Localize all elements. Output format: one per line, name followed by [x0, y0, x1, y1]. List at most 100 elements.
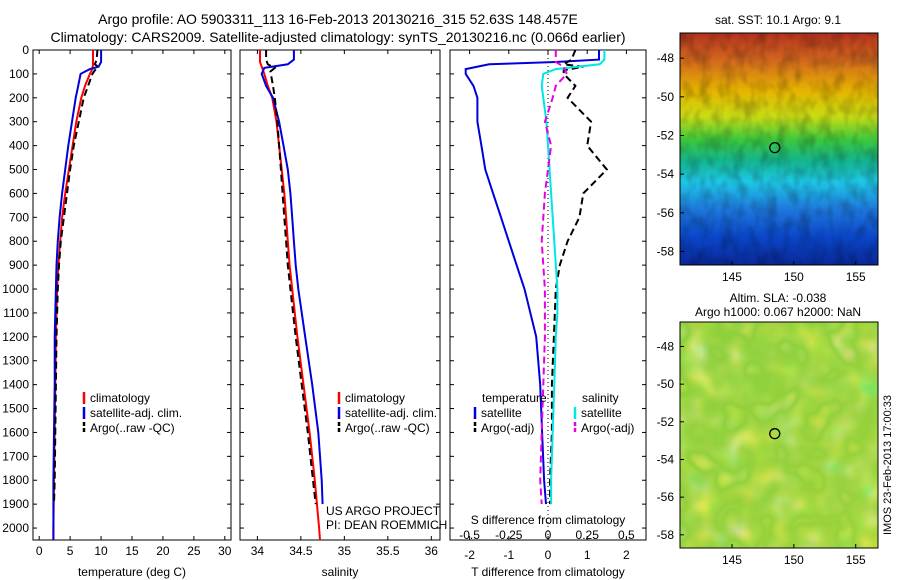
- sla-argo-marker: [769, 428, 781, 440]
- s-diff-tick-label: 0.25: [576, 528, 600, 542]
- map-lat-label: -50: [657, 90, 675, 104]
- sst-argo-marker: [769, 141, 781, 154]
- y-tick-label: 1100: [3, 306, 29, 320]
- x-tick-label: 35.5: [376, 544, 400, 558]
- t-diff-tick-label: 0: [545, 548, 552, 562]
- pi-annotation: PI: DEAN ROEMMICH: [326, 518, 447, 532]
- temp-legend-satellite: satellite-adj. clim.: [90, 406, 182, 420]
- y-tick-label: 1200: [2, 330, 29, 344]
- x-axis-label: salinity: [322, 565, 359, 579]
- sla-map-title: Altim. SLA: -0.038: [730, 291, 827, 305]
- s-diff-tick-label: -0.5: [459, 528, 480, 542]
- map-lat-label: -56: [657, 206, 675, 220]
- s-diff-tick-label: -0.25: [495, 528, 523, 542]
- legend-salinity-header: salinity: [582, 391, 619, 405]
- sst-map-title: sat. SST: 10.1 Argo: 9.1: [715, 13, 841, 27]
- x-axis-label: temperature (deg C): [78, 565, 186, 579]
- satellite-s-diff-line: [540, 50, 606, 505]
- satellite-t-diff-line: [464, 50, 600, 505]
- y-tick-label: 200: [9, 91, 29, 105]
- climatology-temperature-line: [52, 50, 94, 540]
- diff-legend-s-argo: Argo(-adj): [581, 421, 634, 435]
- argo-temperature-line: [53, 49, 100, 505]
- map-lon-label: 150: [784, 553, 804, 567]
- s-diff-axis-label: S difference from climatology: [471, 513, 626, 527]
- diff-legend-s-satellite: satellite: [581, 406, 622, 420]
- x-tick-label: 36: [425, 544, 439, 558]
- x-tick-label: 35: [338, 544, 352, 558]
- x-tick-label: 10: [94, 544, 108, 558]
- y-tick-label: 1400: [2, 378, 29, 392]
- argo-t-diff-line: [549, 49, 609, 505]
- map-lat-label: -54: [657, 167, 675, 181]
- y-tick-label: 400: [9, 139, 29, 153]
- figure-title-line1: Argo profile: AO 5903311_113 16-Feb-2013…: [98, 11, 578, 27]
- x-tick-label: 5: [67, 544, 74, 558]
- diff-legend-t-satellite: satellite: [481, 406, 522, 420]
- temp-legend-climatology: climatology: [90, 391, 150, 405]
- climatology-salinity-line: [259, 50, 321, 541]
- x-tick-label: 30: [218, 544, 232, 558]
- y-tick-label: 100: [9, 67, 29, 81]
- map-lat-label: -50: [657, 377, 675, 391]
- s-diff-tick-label: 0.5: [618, 528, 635, 542]
- legend-temperature-header: temperature: [482, 391, 547, 405]
- argo-salinity-line: [265, 50, 317, 505]
- y-tick-label: 2000: [2, 521, 29, 535]
- x-tick-label: 34.5: [289, 544, 313, 558]
- y-tick-label: 1600: [2, 425, 29, 439]
- sal-legend-satellite: satellite-adj. clim.: [345, 406, 437, 420]
- t-diff-tick-label: 2: [623, 548, 630, 562]
- figure-title-line2: Climatology: CARS2009. Satellite-adjuste…: [50, 29, 625, 45]
- x-tick-label: 20: [156, 544, 170, 558]
- y-tick-label: 800: [9, 234, 29, 248]
- map-lon-label: 155: [846, 553, 866, 567]
- y-tick-label: 1700: [2, 449, 29, 463]
- map-lon-label: 145: [722, 553, 742, 567]
- t-diff-axis-label: T difference from climatology: [471, 565, 625, 579]
- satellite-salinity-line: [260, 50, 324, 505]
- temp-legend-argo: Argo(..raw -QC): [90, 421, 175, 435]
- y-tick-label: 700: [9, 210, 29, 224]
- sla-map-subtitle: Argo h1000: 0.067 h2000: NaN: [695, 305, 861, 319]
- t-diff-tick-label: -2: [464, 548, 475, 562]
- map-lat-label: -52: [657, 415, 675, 429]
- map-lat-label: -58: [657, 244, 675, 258]
- map-lat-label: -48: [657, 51, 675, 65]
- sst-map-panel: sat. SST: 10.1 Argo: 9.1: [657, 13, 879, 284]
- y-tick-label: 600: [9, 186, 29, 200]
- y-tick-label: 0: [22, 43, 29, 57]
- y-tick-label: 500: [9, 163, 29, 177]
- imos-timestamp: IMOS 23-Feb-2013 17:00:33: [882, 395, 894, 535]
- argo-s-diff-line: [539, 50, 568, 505]
- y-tick-label: 1900: [2, 497, 29, 511]
- project-annotation: US ARGO PROJECT: [326, 504, 441, 518]
- map-lat-label: -48: [657, 339, 675, 353]
- x-tick-label: 25: [187, 544, 201, 558]
- y-tick-label: 1000: [2, 282, 29, 296]
- diff-legend-t-argo: Argo(-adj): [481, 421, 534, 435]
- x-tick-label: 15: [125, 544, 139, 558]
- y-tick-label: 900: [9, 258, 29, 272]
- sal-legend-climatology: climatology: [345, 391, 405, 405]
- plot-frame: [239, 49, 441, 541]
- temperature-profile-plot: 0 5 10 15 20 25 300100200300400500600700800900…: [2, 43, 232, 579]
- sal-legend-argo: Argo(..raw -QC): [345, 421, 430, 435]
- x-tick-label: 0: [36, 544, 43, 558]
- map-lat-label: -52: [657, 128, 675, 142]
- map-lon-label: 150: [784, 270, 804, 284]
- plot-frame: [32, 49, 232, 541]
- t-diff-tick-label: -1: [503, 548, 514, 562]
- map-lon-label: 145: [722, 270, 742, 284]
- salinity-profile-plot: 34 34.5 35 35.5 36 salinity climatologysatelli…: [239, 49, 447, 579]
- y-tick-label: 1800: [2, 473, 29, 487]
- y-tick-label: 1300: [2, 354, 29, 368]
- satellite-temperature-line: [52, 50, 103, 540]
- t-diff-tick-label: 1: [584, 548, 591, 562]
- map-lat-label: -58: [657, 528, 675, 542]
- x-tick-label: 34: [251, 544, 265, 558]
- map-lat-label: -54: [657, 452, 675, 466]
- sla-map-panel: Altim. SLA: -0.038 Argo h1000: 0.067 h20…: [657, 291, 879, 567]
